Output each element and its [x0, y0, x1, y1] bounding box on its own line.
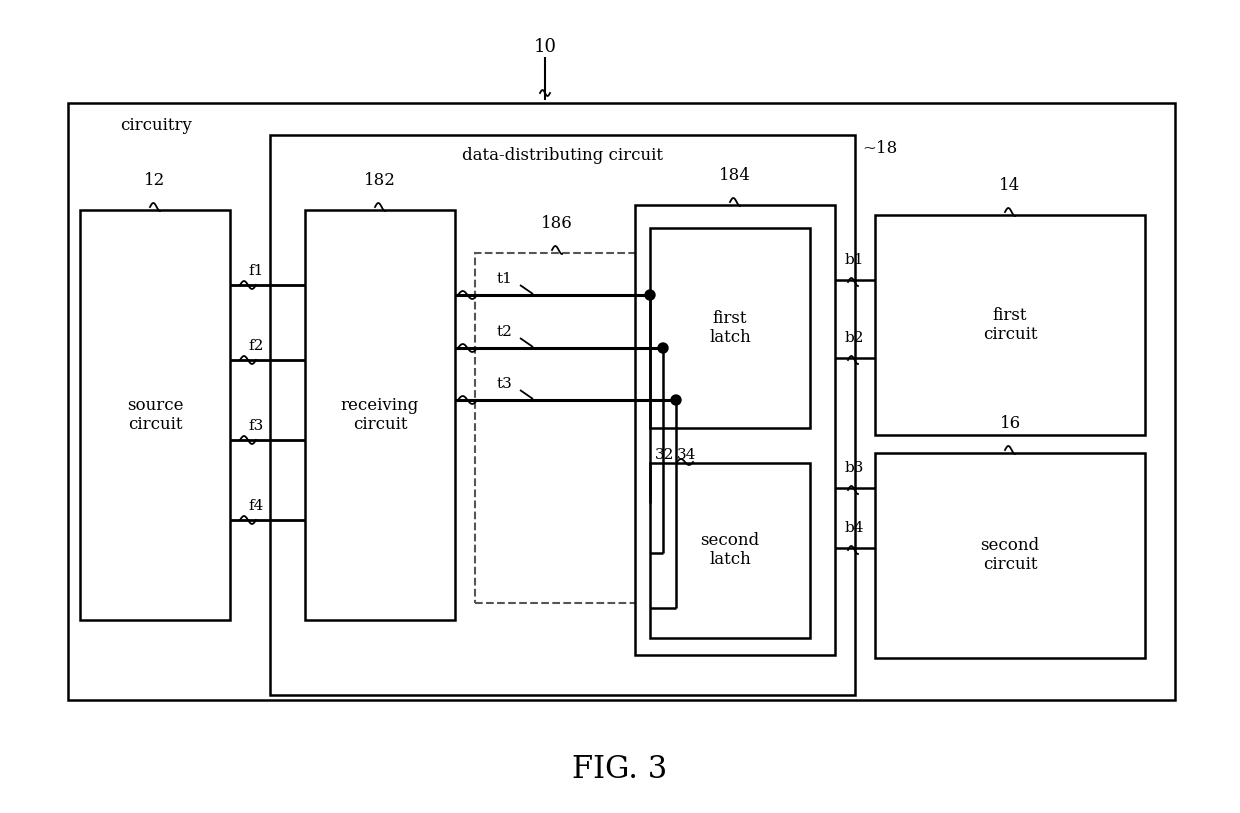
Text: second
latch: second latch [701, 532, 760, 568]
Bar [650, 463, 810, 638]
Text: 186: 186 [541, 215, 573, 232]
Text: 34: 34 [677, 448, 697, 462]
Text: FIG. 3: FIG. 3 [573, 754, 667, 785]
Text: data-distributing circuit: data-distributing circuit [461, 146, 662, 163]
Text: 16: 16 [999, 415, 1021, 432]
Bar [81, 210, 229, 620]
Text: circuitry: circuitry [120, 116, 192, 133]
Text: b1: b1 [844, 253, 864, 267]
Text: second
circuit: second circuit [981, 537, 1039, 573]
Circle shape [658, 343, 668, 353]
Text: f1: f1 [248, 264, 263, 278]
Text: b2: b2 [844, 331, 864, 345]
Text: f2: f2 [248, 339, 263, 353]
Text: source
circuit: source circuit [126, 397, 184, 433]
Text: first
circuit: first circuit [983, 307, 1037, 343]
Text: 14: 14 [999, 176, 1021, 193]
Bar [475, 253, 640, 603]
Text: ~18: ~18 [862, 140, 898, 156]
Bar [875, 453, 1145, 658]
Text: first
latch: first latch [709, 310, 751, 346]
Text: 12: 12 [144, 172, 166, 189]
Text: b3: b3 [844, 461, 864, 475]
Bar [305, 210, 455, 620]
Bar [635, 205, 835, 655]
Text: t2: t2 [497, 325, 513, 339]
Text: f3: f3 [248, 419, 263, 433]
Circle shape [671, 395, 681, 405]
Text: 182: 182 [365, 172, 396, 189]
Text: t3: t3 [497, 377, 513, 391]
Text: b4: b4 [844, 521, 864, 535]
Bar [270, 135, 856, 695]
Bar [875, 215, 1145, 435]
Text: 10: 10 [533, 38, 557, 56]
Text: 32: 32 [655, 448, 675, 462]
Text: 184: 184 [719, 167, 751, 184]
Text: t1: t1 [497, 272, 513, 286]
Bar [650, 228, 810, 428]
Circle shape [645, 290, 655, 300]
Text: f4: f4 [248, 499, 263, 513]
Bar [68, 103, 1176, 700]
Text: receiving
circuit: receiving circuit [341, 397, 419, 433]
